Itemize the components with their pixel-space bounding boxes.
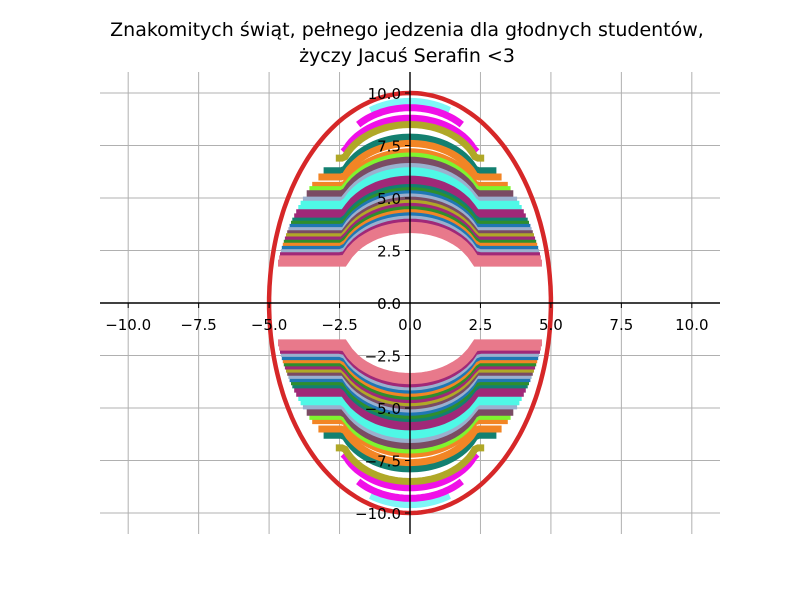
y-tick-label: 2.5: [377, 243, 401, 261]
y-tick-label: 7.5: [377, 138, 401, 156]
y-tick-label: 5.0: [377, 190, 401, 208]
y-tick-label: 10.0: [368, 85, 401, 103]
chart-title: Znakomitych świąt, pełnego jedzenia dla …: [110, 19, 704, 67]
x-tick-label: 0.0: [398, 316, 422, 334]
x-tick-label: 7.5: [609, 316, 633, 334]
x-tick-label: 10.0: [675, 316, 708, 334]
x-tick-label: 2.5: [469, 316, 493, 334]
y-tick-label: −10.0: [355, 505, 401, 523]
y-tick-label: −5.0: [365, 400, 401, 418]
axes: [100, 72, 720, 534]
x-tick-label: −2.5: [321, 316, 357, 334]
x-tick-label: −5.0: [251, 316, 287, 334]
x-tick-label: 5.0: [539, 316, 563, 334]
x-tick-label: −10.0: [105, 316, 151, 334]
chart-title-line-2: życzy Jacuś Serafin <3: [299, 45, 515, 67]
x-tick-label: −7.5: [180, 316, 216, 334]
chart-title-line-1: Znakomitych świąt, pełnego jedzenia dla …: [110, 19, 704, 41]
tick-labels: −10.0 −7.5 −5.0 −2.5 0.0 2.5 5.0 7.5 10.0 −10.0 −7…: [105, 85, 708, 523]
y-tick-label: 0.0: [377, 295, 401, 313]
y-tick-label: −7.5: [365, 453, 401, 471]
y-tick-label: −2.5: [365, 348, 401, 366]
